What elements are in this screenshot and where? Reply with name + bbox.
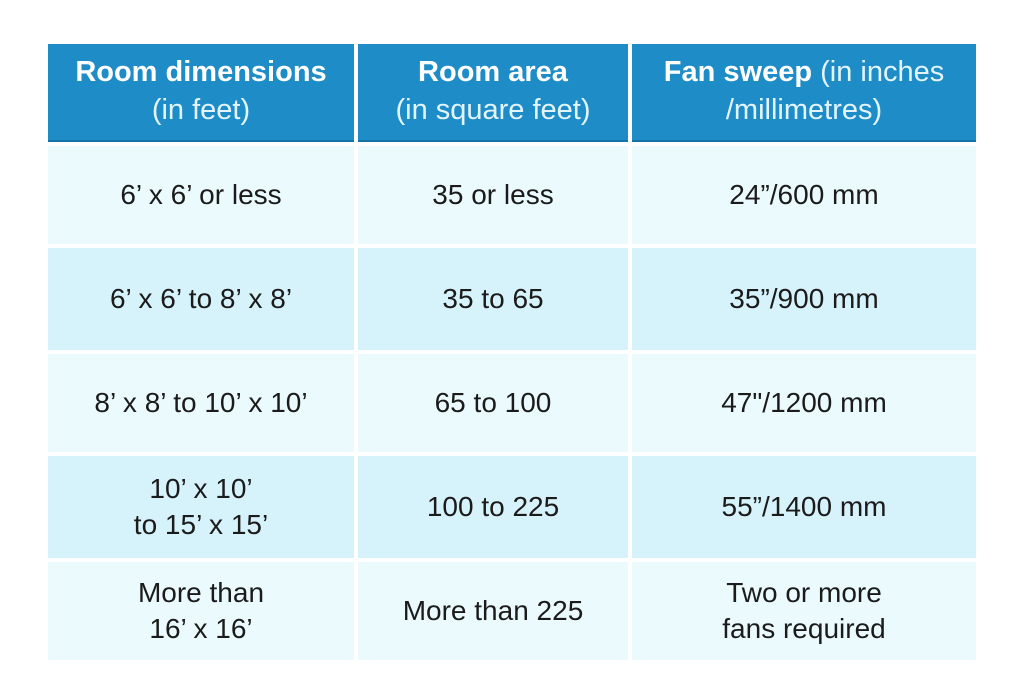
table-header-row: Room dimensions (in feet) Room area (in …: [48, 44, 976, 142]
header-room-area-title: Room area: [418, 56, 568, 89]
header-cell-fan-sweep: Fan sweep (in inches /millimetres): [632, 44, 976, 142]
cell-room-dimensions: 6’ x 6’ to 8’ x 8’: [48, 248, 354, 350]
cell-fan-sweep: 47"/1200 mm: [632, 354, 976, 452]
header-cell-room-area: Room area (in square feet): [358, 44, 628, 142]
table-row: 10’ x 10’ to 15’ x 15’ 100 to 225 55”/14…: [48, 456, 976, 558]
cell-fan-sweep: 24”/600 mm: [632, 146, 976, 244]
cell-room-dimensions: More than 16’ x 16’: [48, 562, 354, 660]
fan-size-table: Room dimensions (in feet) Room area (in …: [44, 40, 980, 664]
header-room-dimensions-unit: (in feet): [151, 94, 251, 126]
cell-room-dimensions: 10’ x 10’ to 15’ x 15’: [48, 456, 354, 558]
header-room-area-unit: (in square feet): [395, 94, 591, 126]
header-fan-sweep-title: Fan sweep: [663, 56, 813, 89]
cell-room-area: More than 225: [358, 562, 628, 660]
table-row: More than 16’ x 16’ More than 225 Two or…: [48, 562, 976, 660]
header-fan-sweep-unit: (in inches /millimetres): [725, 56, 945, 126]
table-row: 8’ x 8’ to 10’ x 10’ 65 to 100 47"/1200 …: [48, 354, 976, 452]
header-cell-room-dimensions: Room dimensions (in feet): [48, 44, 354, 142]
cell-fan-sweep: Two or more fans required: [632, 562, 976, 660]
cell-room-dimensions: 8’ x 8’ to 10’ x 10’: [48, 354, 354, 452]
cell-room-dimensions: 6’ x 6’ or less: [48, 146, 354, 244]
header-room-dimensions-title: Room dimensions: [75, 56, 327, 89]
table-row: 6’ x 6’ or less 35 or less 24”/600 mm: [48, 146, 976, 244]
table-row: 6’ x 6’ to 8’ x 8’ 35 to 65 35”/900 mm: [48, 248, 976, 350]
cell-room-area: 65 to 100: [358, 354, 628, 452]
cell-room-area: 35 or less: [358, 146, 628, 244]
cell-fan-sweep: 35”/900 mm: [632, 248, 976, 350]
cell-fan-sweep: 55”/1400 mm: [632, 456, 976, 558]
cell-room-area: 100 to 225: [358, 456, 628, 558]
cell-room-area: 35 to 65: [358, 248, 628, 350]
